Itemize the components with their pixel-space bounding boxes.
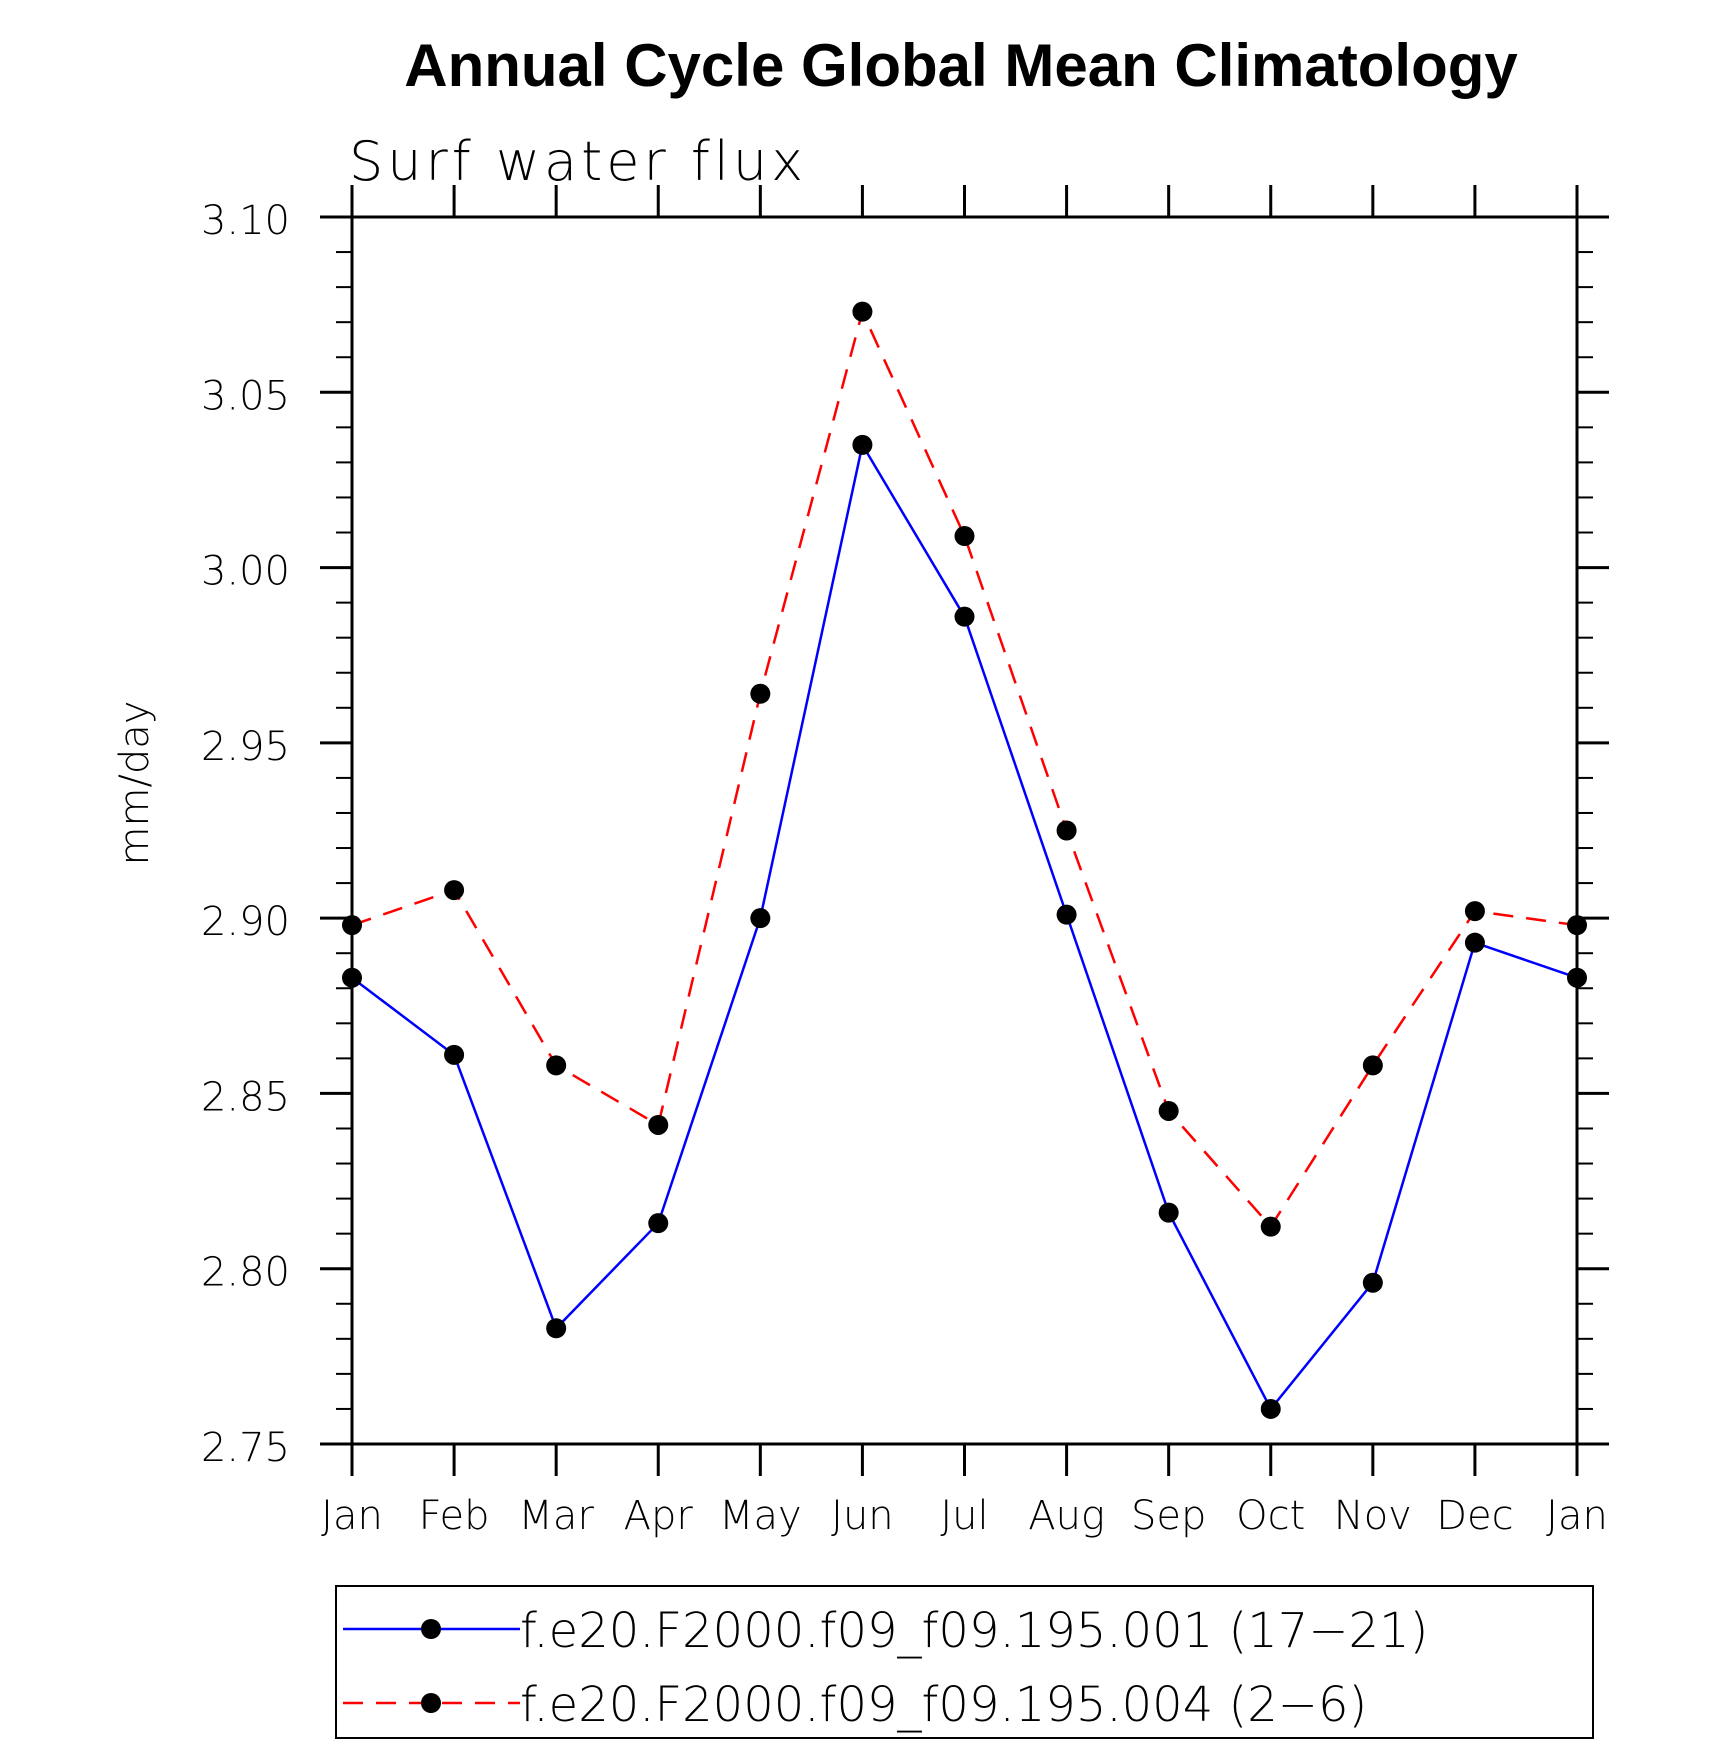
y-tick-label: 2.95 (201, 724, 290, 770)
series-1-point (1158, 1202, 1179, 1223)
x-tick-label: Aug (1028, 1493, 1105, 1539)
legend-label-series-1: f.e20.F2000.f09_f09.195.001 (17−21) (520, 1603, 1428, 1659)
x-tick-label: Oct (1236, 1493, 1305, 1539)
series-1-point (1464, 932, 1485, 953)
x-tick-label: Jul (940, 1493, 988, 1539)
y-tick-label: 2.75 (201, 1425, 290, 1471)
y-tick-label: 2.85 (201, 1074, 290, 1120)
chart-title: Annual Cycle Global Mean Climatology (404, 32, 1518, 99)
axis-ticks (320, 185, 1609, 1476)
x-tick-label: Dec (1436, 1493, 1513, 1539)
series-2-point (648, 1114, 669, 1135)
y-tick-label: 2.80 (201, 1250, 290, 1296)
series-1-point (648, 1213, 669, 1234)
legend-marker-series-1 (421, 1619, 441, 1639)
series-1-point (1056, 904, 1077, 925)
series-2-point (954, 526, 975, 547)
x-tick-label: Jan (1546, 1493, 1608, 1539)
x-tick-label: Apr (624, 1493, 694, 1539)
series-markers (342, 301, 1587, 1419)
x-tick-label: Jan (321, 1493, 383, 1539)
x-tick-label: May (719, 1493, 802, 1539)
series-2-point (1056, 820, 1077, 841)
legend-label-series-2: f.e20.F2000.f09_f09.195.004 (2−6) (520, 1677, 1367, 1733)
y-axis-label: mm/day (112, 701, 158, 866)
series-1-point (1260, 1398, 1281, 1419)
y-tick-label: 3.05 (201, 373, 290, 419)
y-tick-label: 3.10 (201, 198, 290, 244)
series-2-point (852, 301, 873, 322)
legend-box (335, 1585, 1594, 1739)
legend-marker-series-2 (421, 1693, 441, 1713)
series-line-2 (351, 308, 1578, 1229)
series-2-point (750, 683, 771, 704)
series-2-point (1158, 1100, 1179, 1121)
series-1-point (750, 908, 771, 929)
chart-subtitle: Surf water flux (349, 130, 807, 193)
series-2-point (1260, 1216, 1281, 1237)
series-2-point (546, 1055, 567, 1076)
x-tick-label: Nov (1334, 1493, 1412, 1539)
x-tick-label: Sep (1131, 1493, 1206, 1539)
y-tick-label: 3.00 (201, 549, 290, 595)
legend: f.e20.F2000.f09_f09.195.001 (17−21) f.e2… (335, 1585, 1594, 1739)
x-tick-label: Jun (831, 1493, 894, 1539)
series-2-point (444, 880, 465, 901)
series-1-point (954, 606, 975, 627)
series-2-point (1362, 1055, 1383, 1076)
y-tick-label: 2.90 (201, 899, 290, 945)
series-line-1 (351, 441, 1578, 1412)
series-1-point (1362, 1272, 1383, 1293)
series-1-point (444, 1044, 465, 1065)
series-lines (351, 308, 1578, 1412)
plot-frame (350, 215, 1579, 1446)
series-2-point (1464, 901, 1485, 922)
series-1-point (852, 434, 873, 455)
x-tick-label: Feb (419, 1493, 490, 1539)
series-1-point (546, 1318, 567, 1339)
x-tick-label: Mar (518, 1493, 594, 1539)
tick-labels: Jan Feb Mar Apr May Jun Jul Aug Sep Oct Nov Dec Jan 2… (201, 198, 1608, 1539)
